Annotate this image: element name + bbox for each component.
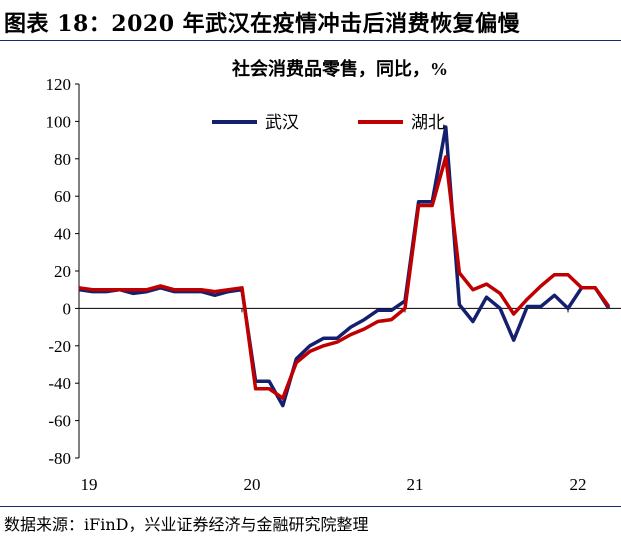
- y-tick-label: 40: [54, 225, 71, 244]
- y-tick-label: 60: [54, 187, 71, 206]
- x-tick-label: 19: [81, 475, 98, 494]
- y-tick-label: 80: [54, 150, 71, 169]
- footer-divider: [0, 506, 621, 507]
- line-chart: 社会消费品零售，同比，% 120 100 80 60 40 20 0 -20 -40 -60 -80…: [46, 58, 621, 494]
- y-tick-label: -80: [48, 449, 71, 468]
- axes: 120 100 80 60 40 20 0 -20 -40 -60 -80 19 20 21 22: [46, 75, 621, 494]
- y-tick-label: -60: [48, 412, 71, 431]
- x-tick-label: 21: [407, 475, 424, 494]
- y-tick-label: -40: [48, 374, 71, 393]
- y-tick-label: 0: [63, 299, 72, 318]
- series-line-wuhan: [78, 125, 611, 408]
- y-tick-label: -20: [48, 337, 71, 356]
- source-note: 数据来源：iFinD，兴业证券经济与金融研究院整理: [4, 515, 369, 534]
- legend-label-wuhan: 武汉: [265, 113, 299, 132]
- legend-label-hubei: 湖北: [411, 113, 445, 132]
- y-tick-label: 120: [46, 75, 72, 94]
- y-tick-label: 100: [46, 112, 72, 131]
- x-tick-label: 20: [244, 475, 261, 494]
- series-layer: [78, 125, 611, 408]
- y-tick-label: 20: [54, 262, 71, 281]
- series-line-hubei: [78, 155, 611, 400]
- x-tick-label: 22: [570, 475, 587, 494]
- legend: 武汉 湖北: [212, 113, 445, 132]
- chart-title: 社会消费品零售，同比，%: [232, 58, 448, 79]
- figure-title: 图表 18：2020 年武汉在疫情冲击后消费恢复偏慢: [4, 11, 521, 37]
- title-divider: [0, 40, 621, 41]
